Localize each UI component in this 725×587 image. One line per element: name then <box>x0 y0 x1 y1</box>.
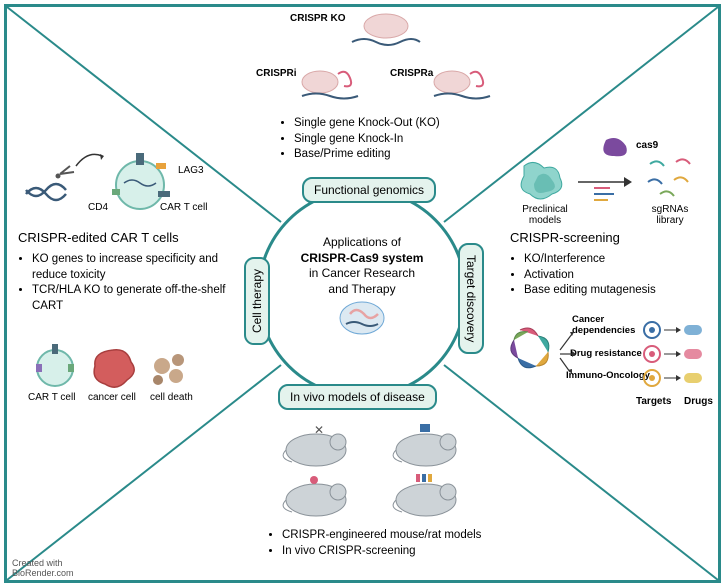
arrow-to-cell-icon <box>72 148 106 172</box>
crispr-ko-icon <box>346 10 426 50</box>
row-label-death: cell death <box>150 392 193 403</box>
center-line-1: CRISPR-Cas9 system <box>272 251 452 267</box>
center-crispr-icon <box>336 298 388 338</box>
pill-functional-genomics: Functional genomics <box>302 177 436 203</box>
top-bullets: Single gene Knock-Out (KO) Single gene K… <box>280 116 500 163</box>
label-cd4: CD4 <box>88 202 108 213</box>
bottom-bullet-0: CRISPR-engineered mouse/rat models <box>282 528 528 544</box>
center-line-0: Applications of <box>272 235 452 251</box>
bottom-bullet-1: In vivo CRISPR-screening <box>282 544 528 560</box>
footer-targets: Targets <box>636 396 671 407</box>
credit-text: Created with BioRender.com <box>12 558 92 578</box>
preclinical-models-icon <box>512 152 572 202</box>
row-label-cart: CAR T cell <box>28 392 75 403</box>
pill-cell-therapy: Cell therapy <box>244 257 270 345</box>
center-line-2: in Cancer Research <box>272 266 452 282</box>
left-bullet-0: KO genes to increase specificity and red… <box>32 252 228 283</box>
sgrna-lines-icon <box>590 184 628 208</box>
right-bullet-1: Activation <box>524 268 710 284</box>
cart-cell-small-icon <box>30 340 80 390</box>
arrows-targets-icon <box>556 316 716 392</box>
label-crispr-ko: CRISPR KO <box>290 13 346 24</box>
row-label-cancer: cancer cell <box>88 392 136 403</box>
svg-text:✕: ✕ <box>314 423 324 437</box>
cas9-icon <box>598 134 634 160</box>
left-bullets: KO genes to increase specificity and red… <box>18 252 228 314</box>
label-cart: CAR T cell <box>160 202 207 213</box>
label-cas9: cas9 <box>636 140 658 151</box>
footer-drugs: Drugs <box>684 396 713 407</box>
bottom-bullets: CRISPR-engineered mouse/rat models In vi… <box>268 528 528 559</box>
cell-death-icon <box>148 348 194 390</box>
label-sgrna: sgRNAs library <box>640 204 700 226</box>
mice-grid-icon: ✕ <box>276 420 496 520</box>
crispri-icon <box>298 66 372 102</box>
center-title: Applications of CRISPR-Cas9 system in Ca… <box>272 235 452 297</box>
right-title: CRISPR-screening <box>510 230 620 245</box>
label-crispri: CRISPRi <box>256 68 297 79</box>
right-bullets: KO/Interference Activation Base editing … <box>510 252 710 299</box>
sgrna-library-icon <box>640 152 700 202</box>
center-line-3: and Therapy <box>272 282 452 298</box>
right-bullet-2: Base editing mutagenesis <box>524 283 710 299</box>
label-preclinical: Preclinical models <box>510 204 580 226</box>
pill-target-discovery: Target discovery <box>458 243 484 354</box>
top-bullet-0: Single gene Knock-Out (KO) <box>294 116 500 132</box>
right-bullet-0: KO/Interference <box>524 252 710 268</box>
label-crispra: CRISPRa <box>390 68 433 79</box>
crispra-icon <box>430 66 504 102</box>
top-bullet-1: Single gene Knock-In <box>294 132 500 148</box>
multicolor-cell-icon <box>500 322 562 380</box>
left-title: CRISPR-edited CAR T cells <box>18 230 179 245</box>
dna-scissors-icon <box>20 160 80 210</box>
label-lag3: LAG3 <box>178 165 204 176</box>
cancer-cell-icon <box>88 344 138 390</box>
top-bullet-2: Base/Prime editing <box>294 147 500 163</box>
left-bullet-1: TCR/HLA KO to generate off-the-shelf CAR… <box>32 283 228 314</box>
pill-in-vivo: In vivo models of disease <box>278 384 437 410</box>
